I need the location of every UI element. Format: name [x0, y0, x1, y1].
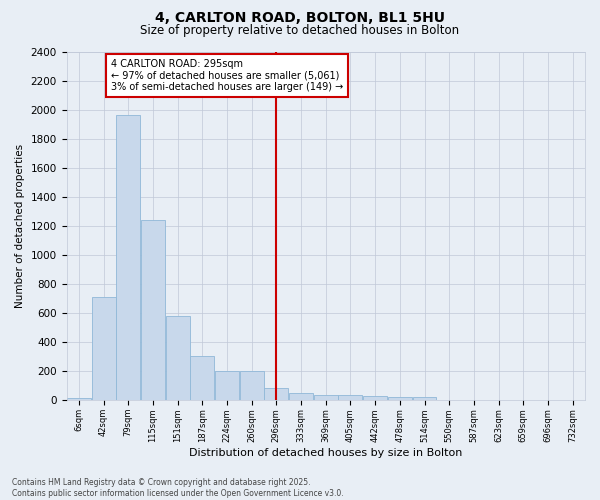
Bar: [289, 393, 313, 400]
Bar: [338, 395, 362, 400]
Bar: [265, 388, 289, 400]
X-axis label: Distribution of detached houses by size in Bolton: Distribution of detached houses by size …: [189, 448, 463, 458]
Y-axis label: Number of detached properties: Number of detached properties: [15, 144, 25, 308]
Text: Size of property relative to detached houses in Bolton: Size of property relative to detached ho…: [140, 24, 460, 37]
Bar: [413, 398, 436, 400]
Bar: [116, 116, 140, 401]
Bar: [92, 297, 116, 401]
Bar: [314, 395, 338, 400]
Bar: [363, 396, 387, 400]
Bar: [240, 371, 263, 400]
Bar: [388, 398, 412, 400]
Text: 4 CARLTON ROAD: 295sqm
← 97% of detached houses are smaller (5,061)
3% of semi-d: 4 CARLTON ROAD: 295sqm ← 97% of detached…: [111, 59, 343, 92]
Bar: [141, 220, 165, 400]
Text: 4, CARLTON ROAD, BOLTON, BL1 5HU: 4, CARLTON ROAD, BOLTON, BL1 5HU: [155, 11, 445, 25]
Bar: [190, 356, 214, 401]
Bar: [166, 316, 190, 400]
Bar: [67, 398, 91, 400]
Text: Contains HM Land Registry data © Crown copyright and database right 2025.
Contai: Contains HM Land Registry data © Crown c…: [12, 478, 344, 498]
Bar: [215, 371, 239, 400]
